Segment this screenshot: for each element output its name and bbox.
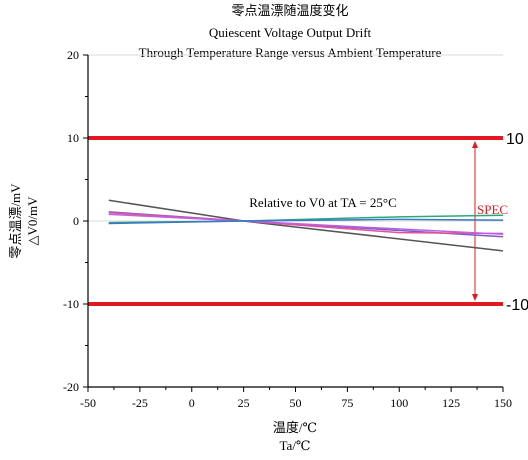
spec-arrow-head-up — [472, 141, 478, 148]
y-tick-label: -10 — [63, 297, 79, 311]
spec-arrow-head-down — [472, 294, 478, 301]
x-tick-label: 100 — [390, 396, 408, 410]
x-tick-label: 125 — [442, 396, 460, 410]
series-line-3 — [108, 211, 504, 235]
spec-label: SPEC — [477, 202, 508, 217]
x-tick-label: 0 — [189, 396, 195, 410]
x-axis-label-cn: 温度/℃ — [273, 420, 317, 435]
chart-subtitle-en: Through Temperature Range versus Ambient… — [139, 45, 442, 60]
series-line-4 — [108, 213, 504, 236]
x-tick-label: -50 — [80, 396, 96, 410]
x-tick-label: 150 — [494, 396, 512, 410]
annotation-text: Relative to V0 at TA = 25°C — [249, 195, 397, 210]
tick-marks — [83, 54, 504, 392]
y-tick-label: -20 — [63, 380, 79, 394]
y-tick-label: 0 — [73, 214, 79, 228]
gridlines — [88, 54, 503, 305]
spec-upper-label: 10 — [506, 131, 524, 148]
series-lines — [108, 199, 504, 252]
chart-title-cn: 零点温漂随温度变化 — [231, 3, 348, 18]
tick-labels: -50 -25 0 25 50 75 100 125 150 -20 -10 0 10 20 — [63, 48, 512, 410]
chart-title-en: Quiescent Voltage Output Drift — [209, 25, 372, 40]
x-axis-label-en: Ta/℃ — [280, 438, 311, 453]
x-tick-label: -25 — [132, 396, 148, 410]
y-axis-label-cn: 零点温漂/mV — [8, 183, 23, 259]
series-line-6 — [108, 218, 504, 225]
y-axis-label-en: △V0/mV — [25, 196, 40, 246]
x-tick-label: 75 — [341, 396, 353, 410]
x-tick-label: 25 — [238, 396, 250, 410]
spec-lower-label: -10 — [506, 297, 528, 314]
x-tick-label: 50 — [290, 396, 302, 410]
spec-lines: 10 -10 SPEC — [88, 131, 528, 314]
y-tick-label: 20 — [67, 48, 79, 62]
y-tick-label: 10 — [67, 131, 79, 145]
